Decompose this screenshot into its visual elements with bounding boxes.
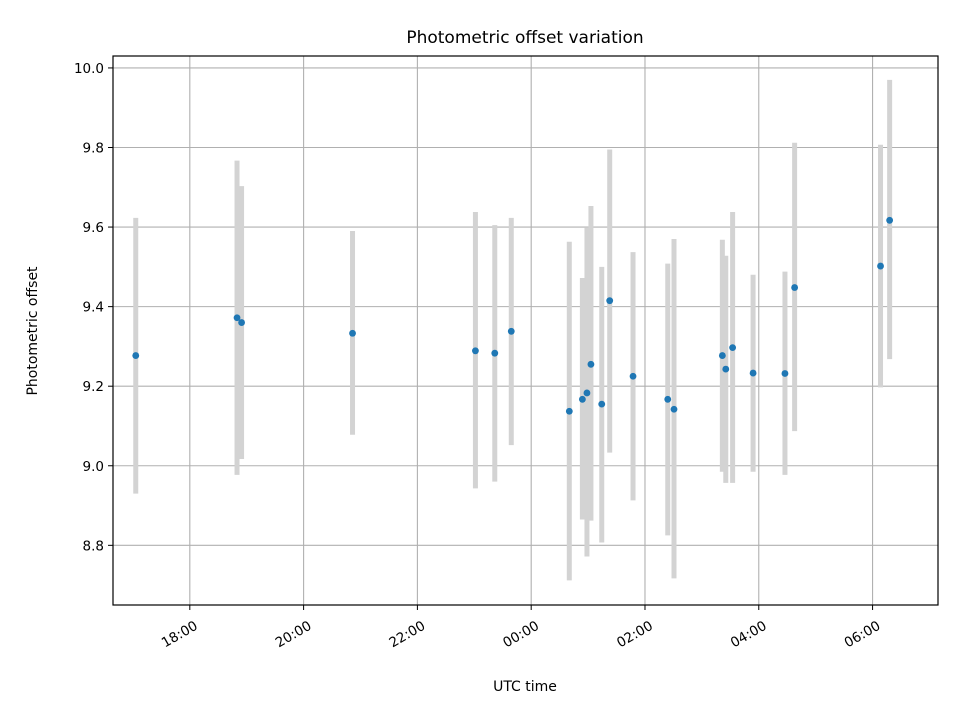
data-point — [587, 360, 595, 368]
data-point — [583, 389, 591, 397]
y-tick-label: 9.6 — [83, 220, 104, 236]
data-point — [472, 347, 479, 355]
data-point — [238, 319, 245, 326]
data-point — [781, 370, 789, 377]
data-point — [565, 407, 573, 415]
data-point — [722, 365, 730, 373]
y-tick-label: 9.0 — [83, 459, 104, 475]
data-point — [491, 349, 499, 357]
y-tick-label: 9.8 — [83, 141, 104, 157]
grid-lines — [113, 56, 938, 605]
plot-frame — [112, 55, 939, 606]
x-axis-label: UTC time — [493, 679, 557, 695]
data-point — [598, 400, 606, 408]
data-point — [664, 395, 672, 403]
data-point — [349, 329, 356, 337]
data-point — [877, 262, 884, 270]
data-point — [670, 405, 678, 413]
data-point — [718, 352, 726, 359]
data-point — [749, 369, 757, 377]
data-point — [606, 297, 614, 305]
chart-title: Photometric offset variation — [406, 28, 643, 48]
data-point — [791, 284, 799, 291]
data-point — [578, 395, 586, 403]
y-axis-label: Photometric offset — [25, 266, 41, 396]
y-tick-label: 9.4 — [83, 300, 104, 316]
data-point — [629, 372, 637, 380]
y-tick-label: 8.8 — [83, 538, 104, 554]
data-point — [233, 314, 241, 322]
y-tick-label: 9.2 — [83, 379, 104, 395]
data-point — [886, 216, 894, 224]
data-point — [507, 327, 515, 335]
data-point — [729, 344, 737, 352]
y-tick-label: 10.0 — [74, 61, 104, 77]
data-point — [132, 352, 140, 359]
data-points — [132, 216, 894, 415]
